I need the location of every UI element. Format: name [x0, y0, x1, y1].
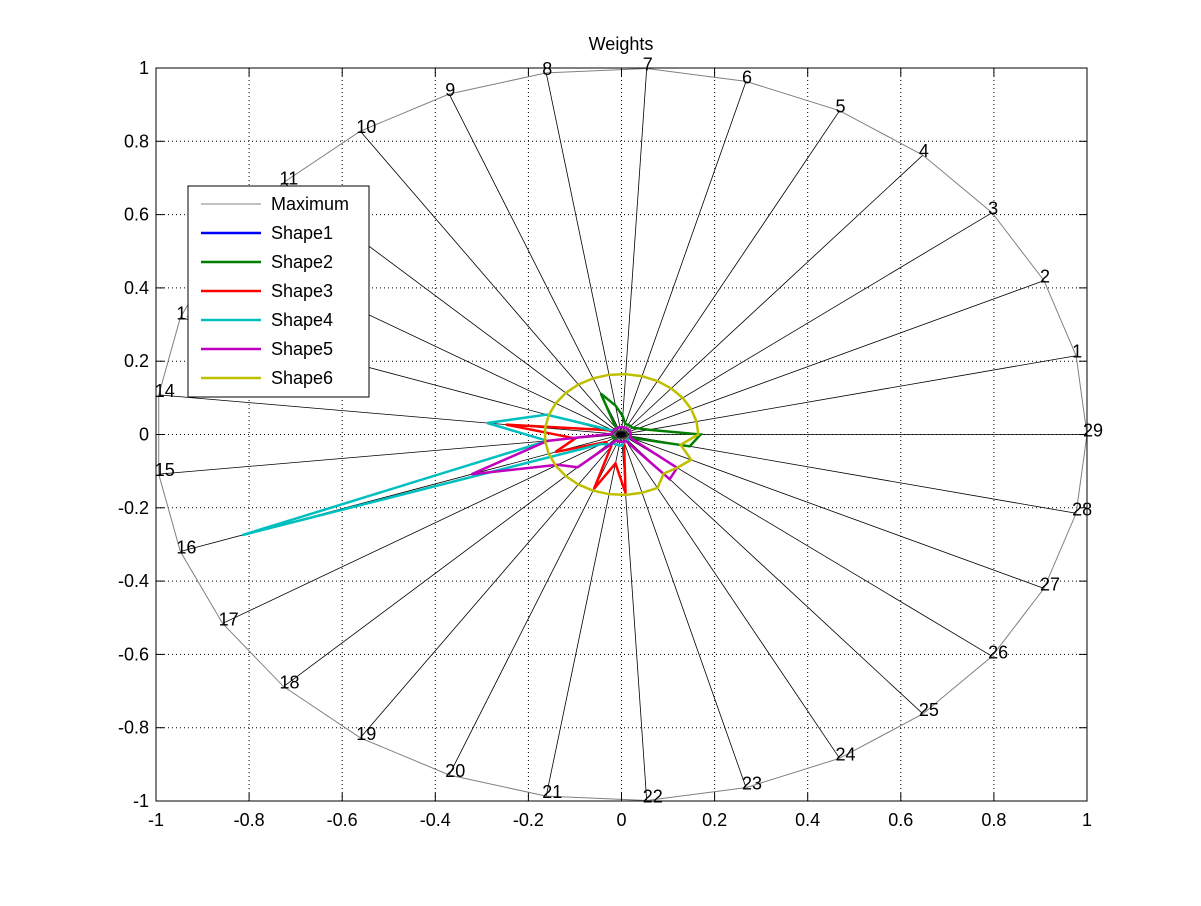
spoke-label: 20: [445, 761, 465, 781]
y-tick-label: -0.4: [118, 571, 149, 591]
spoke-label: 4: [919, 141, 929, 161]
series-shape5-line: [471, 425, 679, 482]
x-tick-label: 0: [616, 810, 626, 830]
legend: Maximum Shape1 Shape2 Shape3 Shape4 Shape5 Sha…: [187, 185, 370, 398]
y-tick-label: 1: [139, 58, 149, 78]
y-tick-label: -0.8: [118, 718, 149, 738]
spoke-label: 28: [1072, 499, 1092, 519]
spoke-label: 29: [1083, 421, 1103, 441]
spoke-label: 26: [988, 642, 1008, 662]
legend-label-shape4: Shape4: [271, 310, 333, 330]
legend-label-shape5: Shape5: [271, 339, 333, 359]
series-layer: [158, 68, 1088, 801]
y-tick-label: 0: [139, 425, 149, 445]
spoke-label: 25: [919, 700, 939, 720]
y-tick-label: 0.6: [124, 205, 149, 225]
x-tick-label: 0.8: [981, 810, 1006, 830]
spoke-label: 8: [542, 59, 552, 79]
chart-title: Weights: [589, 34, 654, 54]
x-tick-label: 1: [1082, 810, 1092, 830]
legend-label-shape3: Shape3: [271, 281, 333, 301]
spoke-label: 2: [1040, 267, 1050, 287]
x-tick-labels: -1 -0.8 -0.6 -0.4 -0.2 0 0.2 0.4 0.6 0.8 1: [148, 810, 1092, 830]
y-tick-labels: 1 0.8 0.6 0.4 0.2 0 -0.2 -0.4 -0.6 -0.8 -1: [118, 58, 149, 811]
spoke-label: 5: [836, 97, 846, 117]
y-tick-label: 0.8: [124, 131, 149, 151]
x-tick-label: 0.6: [888, 810, 913, 830]
series-shape6-line: [543, 372, 700, 497]
spoke-label: 18: [280, 673, 300, 693]
spoke-label: 22: [643, 786, 663, 806]
legend-label-shape6: Shape6: [271, 368, 333, 388]
y-tick-label: 0.2: [124, 351, 149, 371]
spoke-label: 10: [356, 117, 376, 137]
spoke-line-26: [621, 434, 993, 657]
x-tick-label: -1: [148, 810, 164, 830]
x-tick-label: 0.4: [795, 810, 820, 830]
spoke-label: 16: [176, 538, 196, 558]
spoke-label: 6: [742, 67, 752, 87]
spoke-label: 21: [542, 782, 562, 802]
x-tick-label: -0.2: [513, 810, 544, 830]
spoke-label: 23: [742, 774, 762, 794]
spoke-line-28: [621, 434, 1077, 514]
axis-ticks: [155, 67, 1088, 802]
x-tick-label: -0.4: [420, 810, 451, 830]
legend-label-shape1: Shape1: [271, 223, 333, 243]
x-tick-label: -0.8: [234, 810, 265, 830]
series-maximum-line: [158, 68, 1088, 801]
spoke-label: 11: [280, 168, 299, 188]
spoke-label: 24: [836, 744, 856, 764]
spoke-label: 17: [219, 609, 239, 629]
spoke-label: 1: [1072, 342, 1082, 362]
spoke-label: 19: [356, 724, 376, 744]
y-tick-label: -1: [133, 791, 149, 811]
spoke-label: 3: [988, 199, 998, 219]
spoke-label: 7: [643, 55, 653, 75]
spoke-label: 14: [155, 381, 175, 401]
y-tick-label: -0.2: [118, 498, 149, 518]
spoke-label: 27: [1040, 574, 1060, 594]
y-tick-label: 0.4: [124, 278, 149, 298]
spoke-label: 9: [445, 80, 455, 100]
y-tick-label: -0.6: [118, 644, 149, 664]
legend-label-shape2: Shape2: [271, 252, 333, 272]
spoke-line-25: [621, 434, 924, 715]
spoke-label: 15: [155, 460, 175, 480]
x-tick-label: 0.2: [702, 810, 727, 830]
legend-label-maximum: Maximum: [271, 194, 349, 214]
x-tick-label: -0.6: [327, 810, 358, 830]
